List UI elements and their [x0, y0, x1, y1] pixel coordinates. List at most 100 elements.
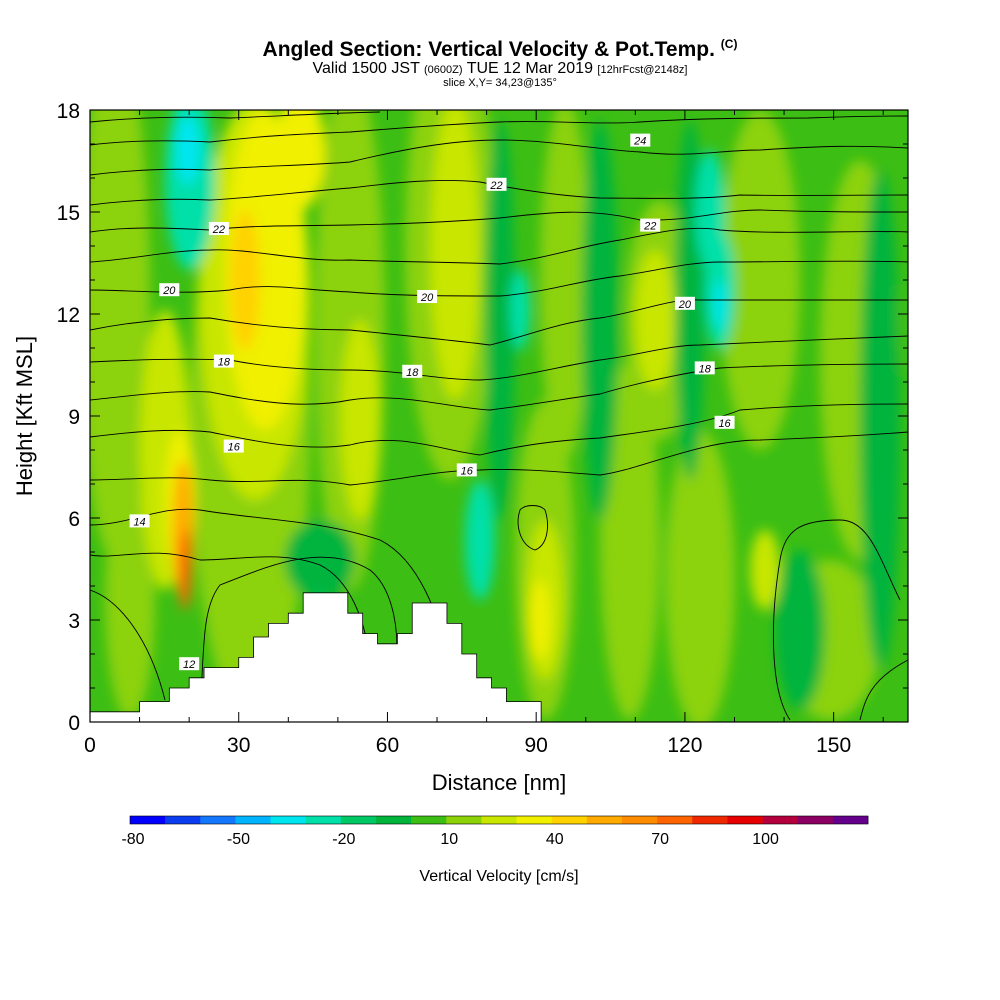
theta-label-bg — [129, 514, 150, 528]
theta-line — [90, 227, 908, 265]
colorbar-swatch — [340, 816, 377, 824]
theta-line — [773, 519, 901, 721]
theta-label: 22 — [640, 218, 661, 233]
theta-line — [90, 431, 908, 486]
theta-label: 16 — [714, 415, 735, 430]
band-dark-green — [485, 120, 515, 520]
theta-label: 18 — [402, 364, 423, 379]
theta-line — [90, 403, 908, 456]
theta-closed — [517, 505, 548, 551]
terrain-mask — [90, 592, 908, 722]
theta-label-bg — [213, 354, 234, 368]
x-tick-label: 0 — [84, 734, 96, 757]
slice-label: slice X,Y= 34,23@135° — [443, 77, 557, 89]
theta-label-text: 20 — [162, 285, 176, 297]
theta-label-text: 12 — [183, 659, 195, 671]
theta-line — [90, 139, 908, 176]
theta-label-bg — [674, 296, 695, 310]
colorbar-swatch — [270, 816, 307, 824]
band-teal — [510, 270, 530, 350]
theta-line — [90, 552, 371, 661]
colorbar-swatch — [130, 816, 166, 824]
theta-label-bg — [694, 361, 715, 375]
y-axis: 0 3 6 9 12 15 18 — [57, 100, 908, 735]
theta-label-text: 20 — [678, 299, 692, 311]
chart-subtitle: Valid 1500 JST (0600Z) TUE 12 Mar 2019 [… — [0, 60, 1000, 78]
theta-label: 22 — [208, 222, 229, 236]
colorbar-tick-label: -20 — [332, 831, 355, 848]
band-yellow-green — [750, 530, 780, 610]
theta-label-bg — [402, 364, 423, 378]
colorbar-tick-label: 100 — [752, 831, 779, 848]
theta-label-text: 24 — [633, 136, 646, 148]
colorbar-swatch — [832, 816, 869, 824]
theta-label-text: 22 — [489, 180, 502, 192]
colorbar-swatch — [586, 816, 623, 824]
theta-label-bg — [714, 415, 735, 429]
theta-label-bg — [456, 463, 477, 477]
colorbar-swatch — [551, 816, 588, 824]
y-tick-label: 0 — [68, 712, 80, 735]
subtitle-date: TUE 12 Mar 2019 — [466, 60, 593, 77]
band-light-green — [540, 110, 590, 460]
band-teal — [465, 480, 495, 600]
title-text: Angled Section: Vertical Velocity & Pot.… — [262, 38, 715, 61]
theta-label-text: 18 — [218, 357, 231, 369]
theta-line — [90, 508, 446, 651]
band-yellow-green — [635, 250, 675, 390]
theta-label: 24 — [630, 133, 651, 148]
theta-line — [859, 659, 908, 721]
theta-label-text: 16 — [718, 418, 731, 430]
band-dark-green — [775, 550, 825, 710]
theta-label-bg — [630, 133, 651, 147]
theta-label-text: 18 — [699, 363, 712, 375]
theta-line — [90, 363, 908, 411]
theta-label: 20 — [417, 290, 438, 304]
theta-label-bg — [640, 218, 661, 232]
colorbar-swatch — [446, 816, 482, 824]
band-yellow-green — [340, 320, 380, 520]
band-light-green — [105, 480, 155, 720]
colorbar-swatch — [797, 816, 834, 824]
theta-label-bg — [179, 657, 200, 671]
colorbar-swatch — [516, 816, 553, 824]
colorbar-swatch — [657, 816, 693, 824]
band-red — [179, 530, 191, 610]
y-tick-label: 9 — [68, 406, 80, 429]
theta-label: 12 — [179, 657, 200, 671]
band-yellow — [275, 110, 325, 210]
band-dark-green — [860, 170, 900, 670]
band-light-green — [90, 110, 150, 560]
theta-label-bg — [208, 222, 229, 235]
theta-label: 18 — [213, 354, 234, 369]
theta-label: 16 — [223, 439, 244, 454]
colorbar-swatch — [200, 816, 236, 824]
theta-line — [90, 179, 908, 206]
colorbar: -80 -50 -20 10 40 70 100 — [121, 815, 869, 848]
y-tick-label: 18 — [57, 100, 80, 123]
band-dark-green — [582, 120, 618, 520]
y-tick-label: 15 — [57, 202, 80, 225]
colorbar-tick-label: 70 — [651, 831, 669, 848]
y-tick-label: 3 — [68, 610, 80, 633]
x-axis-label: Distance [nm] — [432, 770, 567, 795]
colorbar-swatch — [411, 816, 447, 824]
colorbar-swatch — [235, 816, 271, 824]
theta-line — [90, 115, 908, 146]
band-yellow — [530, 580, 550, 660]
theta-label-text: 22 — [212, 224, 225, 236]
theta-label: 20 — [674, 296, 695, 311]
band-dark-green — [285, 520, 355, 600]
x-tick-label: 30 — [227, 734, 250, 757]
subtitle-utc: (0600Z) — [424, 64, 463, 76]
subtitle-main: Valid 1500 JST — [312, 60, 420, 77]
band-cyan — [176, 115, 200, 185]
y-axis-label: Height [Kft MSL] — [12, 336, 37, 496]
colorbar-swatch — [165, 816, 201, 824]
theta-label: 20 — [159, 283, 180, 297]
colorbar-swatch — [727, 816, 763, 824]
colorbar-tick-label: -50 — [227, 831, 250, 848]
theta-label-text: 18 — [406, 367, 419, 379]
x-tick-label: 120 — [667, 734, 702, 757]
